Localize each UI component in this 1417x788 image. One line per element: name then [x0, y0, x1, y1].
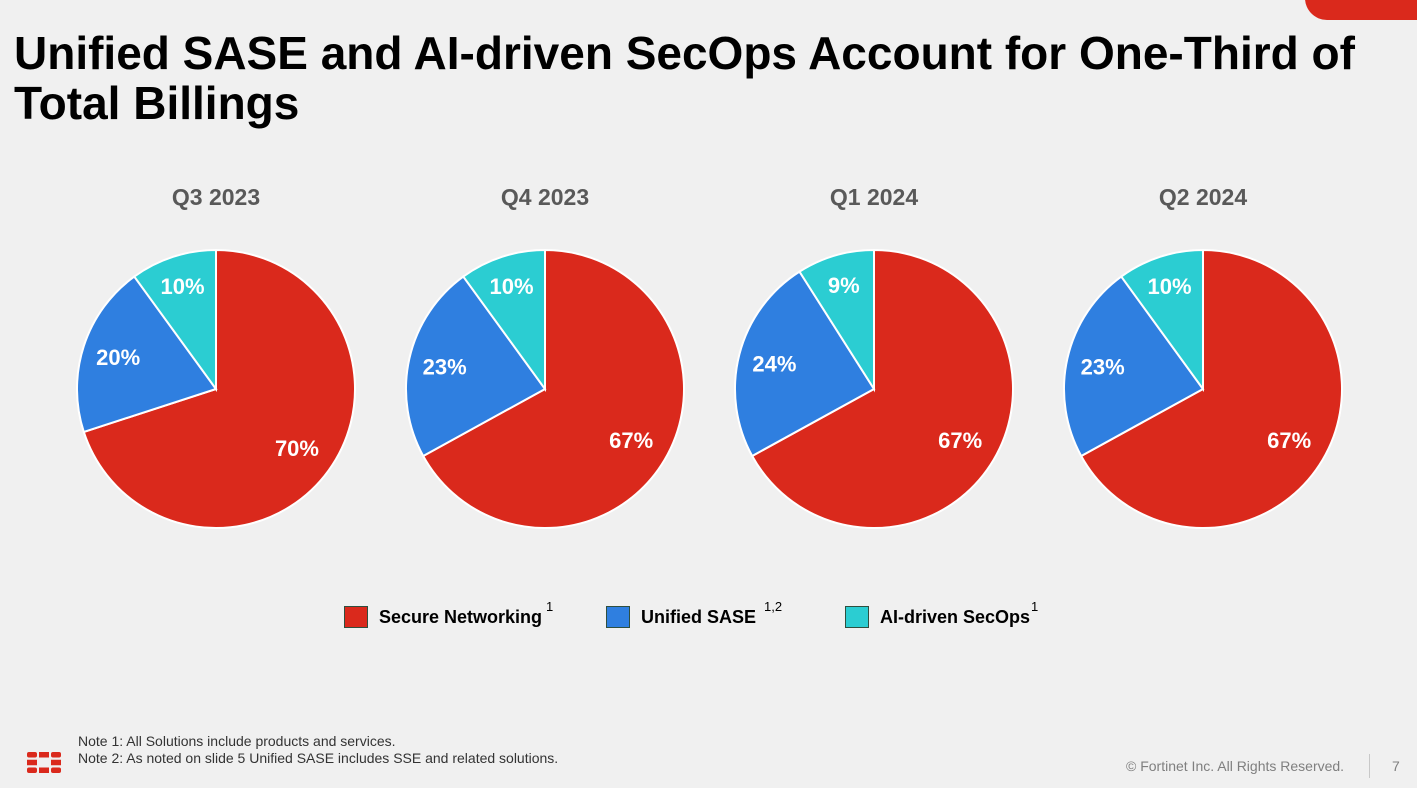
- pie-charts-svg: 70% 20% 10% 67% 23% 10% 67% 24% 9% 67% 23% 10%: [76, 248, 1343, 529]
- chart-title-q3-2023: Q3 2023: [171, 184, 261, 210]
- pie-chart-q1-2024: 67% 24% 9%: [734, 248, 1014, 529]
- pie-slice-secure-networking: [82, 248, 356, 529]
- pie-slice-label-unified-sase: 24%: [752, 351, 796, 376]
- pie-slice-ai-driven-secops: [798, 248, 875, 393]
- pie-slice-secure-networking: [1079, 248, 1343, 529]
- legend-footnote: 1: [546, 599, 554, 614]
- footnotes: Note 1: All Solutions include products a…: [78, 733, 558, 767]
- pie-slice-label-unified-sase: 23%: [423, 355, 467, 380]
- pie-charts-area: Q3 2023 Q4 2023 Q1 2024 Q2 2024 70% 20% 10…: [76, 184, 1343, 529]
- legend-label: Unified SASE: [641, 607, 757, 627]
- pie-slice-label-ai-driven-secops: 10%: [1147, 274, 1191, 299]
- pie-chart-q3-2023: 70% 20% 10%: [76, 248, 356, 529]
- pie-slice-label-ai-driven-secops: 10%: [160, 274, 204, 299]
- pie-slice-label-secure-networking: 67%: [938, 428, 982, 453]
- legend-label: Secure Networking: [379, 607, 543, 627]
- slide-title: Unified SASE and AI-driven SecOps Accoun…: [14, 27, 1355, 129]
- legend-item-ai-driven-secops: AI-driven SecOps 1: [845, 600, 1038, 630]
- pie-chart-q2-2024: 67% 23% 10%: [1063, 248, 1343, 529]
- legend-swatch-ai-driven-secops: [845, 606, 869, 628]
- pie-slice-unified-sase: [734, 270, 876, 458]
- pie-slice-unified-sase: [405, 275, 547, 458]
- pie-slice-secure-networking: [421, 248, 685, 529]
- pie-slice-secure-networking: [750, 248, 1014, 529]
- pie-slice-label-unified-sase: 20%: [96, 345, 140, 370]
- corner-accent-tab: [1305, 0, 1417, 20]
- legend-swatch-unified-sase: [606, 606, 630, 628]
- chart-title-q1-2024: Q1 2024: [829, 184, 919, 210]
- pie-slice-ai-driven-secops: [1119, 248, 1204, 393]
- pie-slice-label-secure-networking: 67%: [609, 428, 653, 453]
- pie-slice-ai-driven-secops: [132, 248, 217, 393]
- pie-slice-unified-sase: [76, 275, 218, 434]
- legend-item-unified-sase: Unified SASE 1,2: [606, 600, 782, 630]
- pie-slice-ai-driven-secops: [461, 248, 546, 393]
- pie-slice-label-secure-networking: 67%: [1267, 428, 1311, 453]
- legend-label: AI-driven SecOps: [880, 607, 1031, 627]
- chart-title-q2-2024: Q2 2024: [1158, 184, 1248, 210]
- legend-footnote: 1: [1031, 599, 1039, 614]
- legend-swatch-secure-networking: [344, 606, 368, 628]
- pie-slice-label-ai-driven-secops: 9%: [828, 273, 860, 298]
- fortinet-logo-icon: [27, 752, 61, 773]
- legend-item-secure-networking: Secure Networking 1: [344, 600, 553, 630]
- pie-slice-label-unified-sase: 23%: [1081, 355, 1125, 380]
- footer-divider: [1369, 754, 1370, 778]
- chart-title-q4-2023: Q4 2023: [500, 184, 590, 210]
- legend-footnote: 1,2: [764, 599, 783, 614]
- pie-slice-label-ai-driven-secops: 10%: [489, 274, 533, 299]
- footnote-2: Note 2: As noted on slide 5 Unified SASE…: [78, 750, 559, 766]
- pie-slice-label-secure-networking: 70%: [275, 436, 319, 461]
- page-number: 7: [1392, 758, 1400, 774]
- footnote-1: Note 1: All Solutions include products a…: [78, 733, 396, 749]
- pie-chart-q4-2023: 67% 23% 10%: [405, 248, 685, 529]
- copyright: © Fortinet Inc. All Rights Reserved.: [1126, 758, 1345, 774]
- pie-slice-unified-sase: [1063, 275, 1205, 458]
